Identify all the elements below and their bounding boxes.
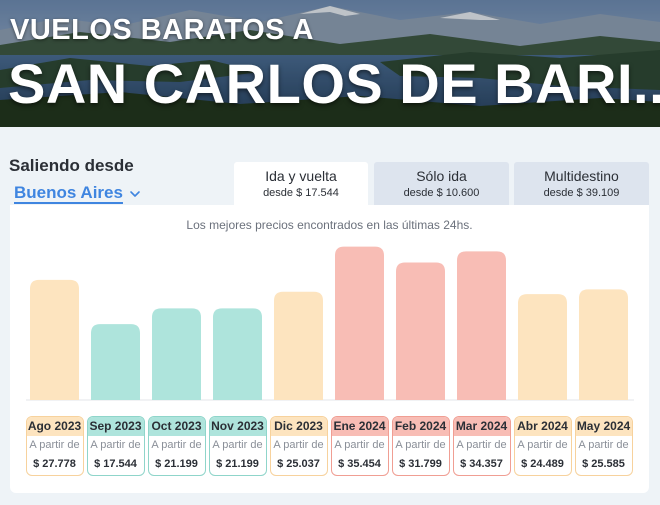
price-bar[interactable] [152, 308, 201, 400]
price-bar[interactable] [335, 246, 384, 400]
from-label: A partir de [517, 439, 568, 451]
tab-round-trip[interactable]: Ida y vuelta desde $ 17.544 [234, 162, 368, 205]
month-price-card[interactable]: Sep 2023 A partir de $ 17.544 [86, 416, 145, 476]
price-label: $ 17.544 [94, 458, 137, 470]
from-label: A partir de [395, 439, 446, 451]
price-label: $ 27.778 [33, 458, 76, 470]
month-label: Sep 2023 [87, 417, 144, 436]
price-bar[interactable] [579, 289, 628, 400]
from-label: A partir de [334, 439, 385, 451]
hero-subtitle: VUELOS BARATOS A [10, 14, 314, 46]
month-label: Feb 2024 [392, 417, 449, 436]
tab-label: Sólo ida [416, 168, 467, 184]
month-price-card[interactable]: Ago 2023 A partir de $ 27.778 [25, 416, 84, 476]
month-label: Dic 2023 [270, 417, 327, 436]
month-price-card[interactable]: Mar 2024 A partir de $ 34.357 [452, 416, 511, 476]
price-label: $ 25.037 [277, 458, 320, 470]
price-label: $ 21.199 [155, 458, 198, 470]
month-price-card[interactable]: Dic 2023 A partir de $ 25.037 [269, 416, 328, 476]
month-label: Abr 2024 [514, 417, 571, 436]
month-price-card[interactable]: Abr 2024 A partir de $ 24.489 [513, 416, 572, 476]
price-label: $ 35.454 [338, 458, 381, 470]
tab-multi-destination[interactable]: Multidestino desde $ 39.109 [514, 162, 649, 205]
month-label: Ene 2024 [331, 417, 388, 436]
month-price-card[interactable]: Feb 2024 A partir de $ 31.799 [391, 416, 450, 476]
price-bar[interactable] [213, 308, 262, 400]
month-label: May 2024 [575, 417, 632, 436]
month-label: Nov 2023 [209, 417, 266, 436]
price-bar[interactable] [274, 291, 323, 400]
tab-price: desde $ 39.109 [543, 187, 620, 199]
month-price-card[interactable]: Oct 2023 A partir de $ 21.199 [147, 416, 206, 476]
price-label: $ 24.489 [521, 458, 564, 470]
from-label: A partir de [456, 439, 507, 451]
from-label: A partir de [578, 439, 629, 451]
price-bar[interactable] [396, 262, 445, 400]
from-label: A partir de [151, 439, 202, 451]
tab-label: Ida y vuelta [265, 168, 337, 184]
origin-label: Saliendo desde [9, 156, 134, 175]
price-bar[interactable] [457, 251, 506, 400]
price-bar[interactable] [30, 279, 79, 400]
price-label: $ 25.585 [582, 458, 625, 470]
chevron-down-icon[interactable] [129, 188, 141, 200]
chart-caption: Los mejores precios encontrados en las ú… [186, 218, 473, 232]
origin-city-select[interactable]: Buenos Aires [14, 183, 123, 202]
price-label: $ 21.199 [216, 458, 259, 470]
price-bar[interactable] [91, 324, 140, 400]
month-label: Mar 2024 [453, 417, 510, 436]
month-price-card[interactable]: Nov 2023 A partir de $ 21.199 [208, 416, 267, 476]
month-label: Ago 2023 [26, 417, 83, 436]
price-bar[interactable] [518, 294, 567, 400]
tab-price: desde $ 17.544 [263, 187, 339, 199]
price-label: $ 31.799 [399, 458, 442, 470]
hero-title: SAN CARLOS DE BARI... [8, 52, 660, 115]
from-label: A partir de [29, 439, 80, 451]
from-label: A partir de [273, 439, 324, 451]
price-label: $ 34.357 [460, 458, 503, 470]
month-price-card[interactable]: May 2024 A partir de $ 25.585 [574, 416, 633, 476]
tab-one-way[interactable]: Sólo ida desde $ 10.600 [374, 162, 509, 205]
month-price-card[interactable]: Ene 2024 A partir de $ 35.454 [330, 416, 389, 476]
from-label: A partir de [90, 439, 141, 451]
tab-label: Multidestino [544, 168, 619, 184]
tab-price: desde $ 10.600 [403, 187, 480, 199]
from-label: A partir de [212, 439, 263, 451]
hero-banner: VUELOS BARATOS A SAN CARLOS DE BARI... [0, 0, 660, 127]
month-label: Oct 2023 [148, 417, 205, 436]
hero-landscape-image [0, 0, 660, 127]
